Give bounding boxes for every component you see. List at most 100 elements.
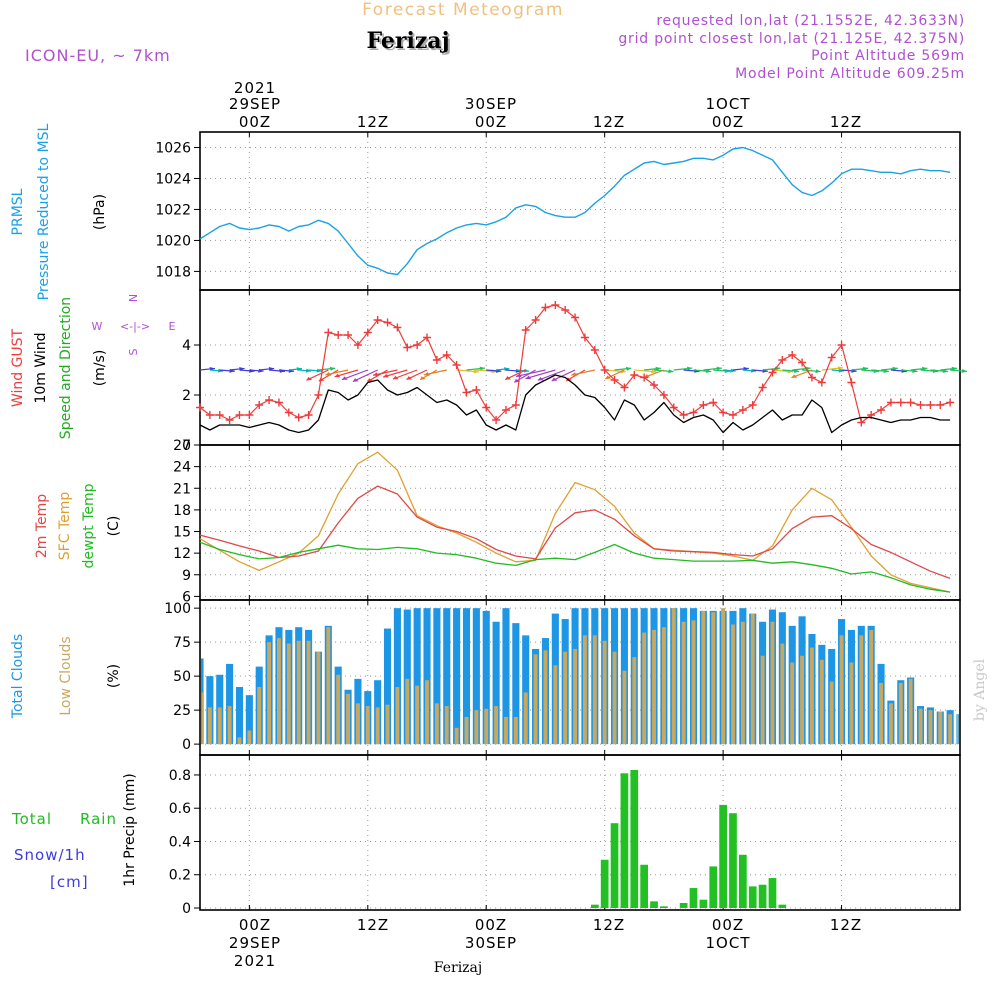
wind-gust-marker [482, 403, 491, 412]
temp-sfc-label: SFC Temp [57, 492, 73, 561]
low-cloud-bar [800, 655, 805, 745]
wind-arrow-head [316, 368, 322, 373]
y-tick-label: 0.6 [169, 801, 191, 817]
wind-gust-marker [788, 351, 797, 359]
low-cloud-bar [336, 674, 341, 745]
pressure-unit-label: (hPa) [92, 194, 108, 230]
low-cloud-bar [415, 685, 420, 745]
total-clouds-label: Total Clouds [10, 634, 26, 719]
low-cloud-bar [691, 620, 696, 745]
low-cloud-bar [908, 678, 913, 745]
precip-panel: 0 0.2 0.4 0.6 0.8 [169, 754, 961, 917]
low-cloud-bar [286, 643, 291, 745]
rain-bar [630, 769, 639, 908]
pressure-panel: 1018 1020 1022 1024 1026 [155, 131, 961, 291]
wind-panel-labels: Wind GUST 10m Wind Speed and Direction (… [10, 294, 176, 439]
low-clouds-label: Low Clouds [58, 636, 74, 715]
rain-bar [620, 773, 629, 908]
wind-gust-line [199, 304, 951, 424]
wind-gust-marker [284, 408, 293, 417]
low-cloud-bar [879, 682, 883, 745]
wind-gust-marker [363, 328, 372, 337]
top-tick-0-line-0: 29SEP [229, 95, 281, 113]
point-altitude: Point Altitude 569m [811, 48, 965, 64]
wind-gust-marker [778, 356, 787, 364]
panel-frame [199, 131, 961, 291]
top-year-label: 2021 [234, 79, 276, 97]
rain-bar [640, 864, 649, 908]
panel-frame [199, 444, 961, 601]
low-cloud-bar [819, 659, 824, 745]
wind-arrow-head [473, 369, 479, 374]
wind-gust-marker [541, 303, 550, 312]
low-cloud-bar [839, 635, 844, 745]
low-cloud-bar [898, 682, 903, 745]
compass-north: N [127, 294, 140, 302]
wind-gust-marker [255, 401, 264, 409]
total-cloud-bar [492, 621, 500, 745]
panel-frame [199, 754, 961, 911]
wind-gust-marker [798, 358, 807, 367]
rain-bar [739, 854, 747, 908]
low-cloud-bar [553, 665, 558, 745]
y-tick-label: 1018 [155, 264, 191, 280]
clouds-panel: 0 25 50 75 100 [164, 599, 961, 756]
total-cloud-bar [423, 608, 431, 745]
low-cloud-bar [484, 708, 489, 745]
wind-gust-marker [344, 331, 353, 339]
low-cloud-bar [444, 706, 449, 745]
low-cloud-bar [928, 710, 933, 745]
low-cloud-bar [355, 703, 360, 745]
wind-arrow-head [838, 368, 845, 373]
low-cloud-bar [543, 650, 548, 745]
panel-frame [199, 289, 961, 446]
rain-bar [650, 901, 658, 908]
y-tick-label: 6 [182, 589, 191, 605]
low-cloud-bar [494, 706, 499, 745]
total-cloud-bar [453, 608, 461, 745]
y-tick-label: 100 [164, 601, 191, 617]
top-tick-2-line-1: 00Z [475, 113, 507, 131]
y-tick-label: 75 [173, 635, 191, 651]
low-cloud-bar [533, 654, 538, 745]
low-cloud-bar [642, 632, 647, 745]
y-tick-label: 0.2 [169, 868, 191, 884]
wind-arrow-head [815, 369, 821, 374]
y-tick-label: 9 [182, 568, 191, 584]
precip-panel-labels: Total Rain Snow/1h [cm] 1hr Precip (mm) [11, 773, 138, 891]
low-cloud-bar [711, 612, 716, 745]
wind-gust-marker [531, 316, 540, 324]
low-cloud-bar [760, 655, 765, 745]
low-cloud-bar [385, 704, 390, 745]
wind-gust-marker [837, 341, 846, 349]
total-cloud-bar [403, 609, 411, 745]
wind-arrow-head [325, 372, 332, 376]
wind-arrow-head [668, 369, 674, 374]
wind-arrow-head [296, 367, 303, 372]
wind-gust-marker [877, 406, 886, 414]
y-tick-label: 1020 [155, 233, 191, 249]
low-cloud-bar [740, 621, 745, 745]
pressure-msl-label: Pressure Reduced to MSL [36, 123, 52, 300]
low-cloud-bar [375, 707, 380, 745]
wind-gust-marker [274, 398, 283, 407]
wind-gust-marker [571, 313, 580, 322]
bottom-year-label: 2021 [234, 952, 276, 970]
low-cloud-bar [869, 629, 874, 745]
total-cloud-bar [512, 623, 520, 745]
rain-bar [610, 823, 619, 908]
wind-gust-marker [403, 343, 412, 352]
rain-bar [729, 813, 737, 908]
wind-gust-marker [245, 411, 254, 419]
wind-gust-marker [353, 341, 362, 349]
y-tick-label: 24 [173, 460, 191, 476]
temp-dewpt-label: dewpt Temp [81, 483, 97, 568]
low-cloud-bar [326, 627, 331, 745]
rain-bar [748, 886, 757, 908]
y-tick-label: 0.8 [169, 768, 191, 784]
y-tick-label: 25 [173, 703, 191, 719]
wind-gust-marker [916, 401, 925, 409]
total-label: Total [11, 810, 52, 828]
gridpoint-coords: grid point closest lon,lat (21.125E, 42.… [618, 31, 965, 47]
